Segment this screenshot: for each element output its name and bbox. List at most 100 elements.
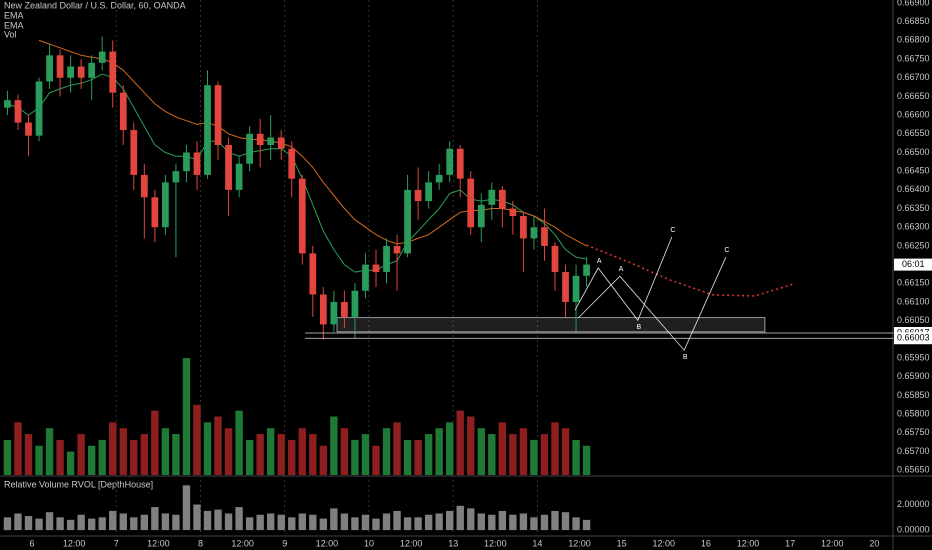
volume-bar — [256, 434, 264, 475]
y-tick-label: 0.65650 — [897, 465, 930, 475]
y-tick-label: 0.66350 — [897, 203, 930, 213]
rvol-bar — [435, 513, 443, 531]
candle-body — [183, 152, 190, 172]
rvol-bar — [161, 513, 170, 531]
volume-bar — [3, 439, 12, 475]
volume-bar — [319, 445, 328, 475]
rvol-bar — [488, 514, 496, 531]
candle-body — [446, 148, 454, 175]
y-tick-label: 0.66750 — [897, 53, 930, 63]
rvol-bar — [203, 510, 212, 531]
candle-body — [309, 253, 317, 295]
candle-body — [4, 100, 11, 108]
x-tick-label: 12:00 — [400, 538, 423, 548]
y-tick-label: 0.66150 — [897, 278, 930, 288]
volume-bar — [172, 434, 180, 475]
volume-bar — [361, 434, 370, 475]
rvol-bar — [519, 513, 528, 531]
rvol-bar — [193, 504, 201, 531]
x-tick-label: 12:00 — [231, 538, 254, 548]
volume-bar — [119, 428, 127, 475]
candle-body — [530, 227, 538, 239]
candle-body — [520, 216, 527, 239]
candle-body — [404, 189, 411, 254]
rvol-bar — [330, 508, 338, 531]
rvol-bar — [277, 514, 285, 531]
x-tick-label: 12:00 — [737, 538, 760, 548]
candle-body — [414, 189, 422, 202]
candle-body — [383, 245, 390, 273]
x-tick-label: 14 — [532, 538, 542, 548]
rvol-bar — [66, 519, 75, 531]
candle-body — [235, 163, 243, 190]
candle-body — [425, 182, 433, 202]
rvol-bar — [361, 514, 370, 531]
rvol-bar — [14, 513, 22, 531]
x-tick-label: 17 — [785, 538, 795, 548]
candle-body — [341, 301, 348, 317]
y-tick-label: 0.00000 — [897, 524, 930, 534]
rvol-bar — [109, 510, 117, 531]
volume-bar — [267, 428, 275, 475]
candle-body — [288, 148, 296, 179]
candle-body — [193, 152, 201, 175]
volume-bar — [488, 434, 496, 475]
rvol-bar — [267, 513, 275, 531]
candle-body — [225, 145, 232, 190]
pattern-label: A — [597, 258, 602, 265]
rvol-bar — [119, 513, 127, 531]
rvol-bar — [309, 514, 317, 531]
volume-bar — [224, 428, 233, 475]
rvol-bar — [351, 517, 359, 531]
volume-bar — [35, 445, 43, 475]
rvol-bar — [572, 517, 580, 531]
rvol-bar — [130, 517, 138, 531]
candle-body — [172, 171, 180, 183]
y-tick-label: 0.65800 — [897, 408, 930, 418]
volume-bar — [87, 445, 96, 475]
candle-body — [56, 55, 64, 78]
rvol-bar — [45, 512, 54, 531]
rvol-bar — [403, 517, 412, 531]
rvol-bar — [256, 514, 264, 531]
candle-body — [140, 174, 148, 198]
candle-body — [330, 301, 338, 325]
volume-bar — [66, 451, 75, 475]
candle-body — [551, 245, 559, 273]
y-tick-label: 0.65700 — [897, 446, 930, 456]
y-tick-label: 0.66400 — [897, 184, 930, 194]
volume-bar — [277, 434, 285, 475]
candle-body — [467, 178, 475, 228]
volume-bar — [309, 434, 317, 475]
rvol-bar — [382, 513, 391, 531]
rvol-bar — [530, 517, 538, 531]
volume-bar — [45, 428, 54, 475]
rvol-bar — [214, 509, 222, 531]
candle-body — [88, 62, 96, 78]
volume-bar — [130, 439, 138, 475]
rvol-bar — [182, 485, 191, 531]
volume-bar — [245, 439, 254, 475]
y-tick-label: 0.65850 — [897, 390, 930, 400]
candle-body — [267, 137, 275, 146]
candle-body — [25, 122, 32, 136]
y-tick-label: 0.66250 — [897, 240, 930, 250]
volume-bar — [151, 410, 159, 475]
pattern-label: B — [683, 354, 688, 361]
pattern-label: A — [619, 266, 624, 273]
ema-line — [38, 39, 587, 247]
volume-bar — [467, 416, 475, 475]
x-tick-label: 6 — [30, 538, 35, 548]
rvol-bar — [582, 519, 591, 531]
level-label: 0.66003 — [897, 333, 930, 343]
rvol-bar — [224, 513, 233, 531]
volume-bar — [298, 428, 306, 475]
volume-bar — [203, 422, 212, 475]
rvol-bar — [446, 510, 454, 531]
pattern-label: C — [724, 247, 729, 254]
candle-body — [435, 174, 443, 183]
y-tick-label: 0.66900 — [897, 0, 930, 7]
ema-line — [7, 73, 587, 273]
candle-body — [151, 197, 159, 228]
